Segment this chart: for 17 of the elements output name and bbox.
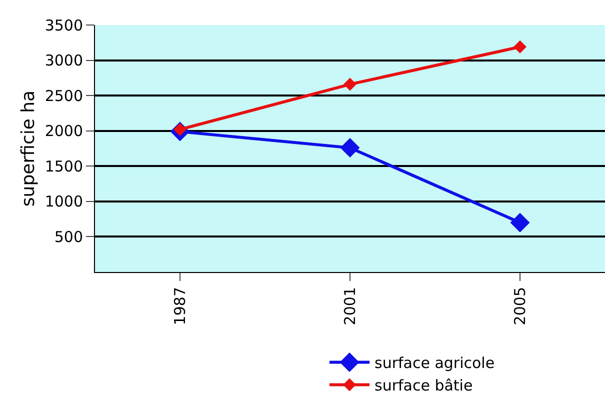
y-axis-title: superficie ha: [18, 90, 40, 207]
y-tick-label: 2000: [44, 122, 83, 140]
point: [514, 40, 526, 54]
y-tick-label: 3500: [44, 16, 83, 34]
y-tick-label: 2500: [44, 86, 83, 105]
x-tick-label: 2001: [340, 287, 359, 326]
y-tick-label: 1000: [44, 192, 83, 211]
point: [344, 78, 356, 91]
y-tick-label: 1500: [44, 157, 83, 176]
legend-label: surface agricole: [374, 354, 495, 372]
y-tick-label: 500: [54, 228, 83, 246]
legend-label: surface bâtie: [374, 376, 473, 395]
point: [340, 138, 360, 158]
x-tick-label: 2005: [510, 287, 529, 326]
point: [510, 212, 530, 232]
x-tick-label: 1987: [170, 287, 189, 326]
y-tick-label: 3000: [44, 52, 83, 70]
